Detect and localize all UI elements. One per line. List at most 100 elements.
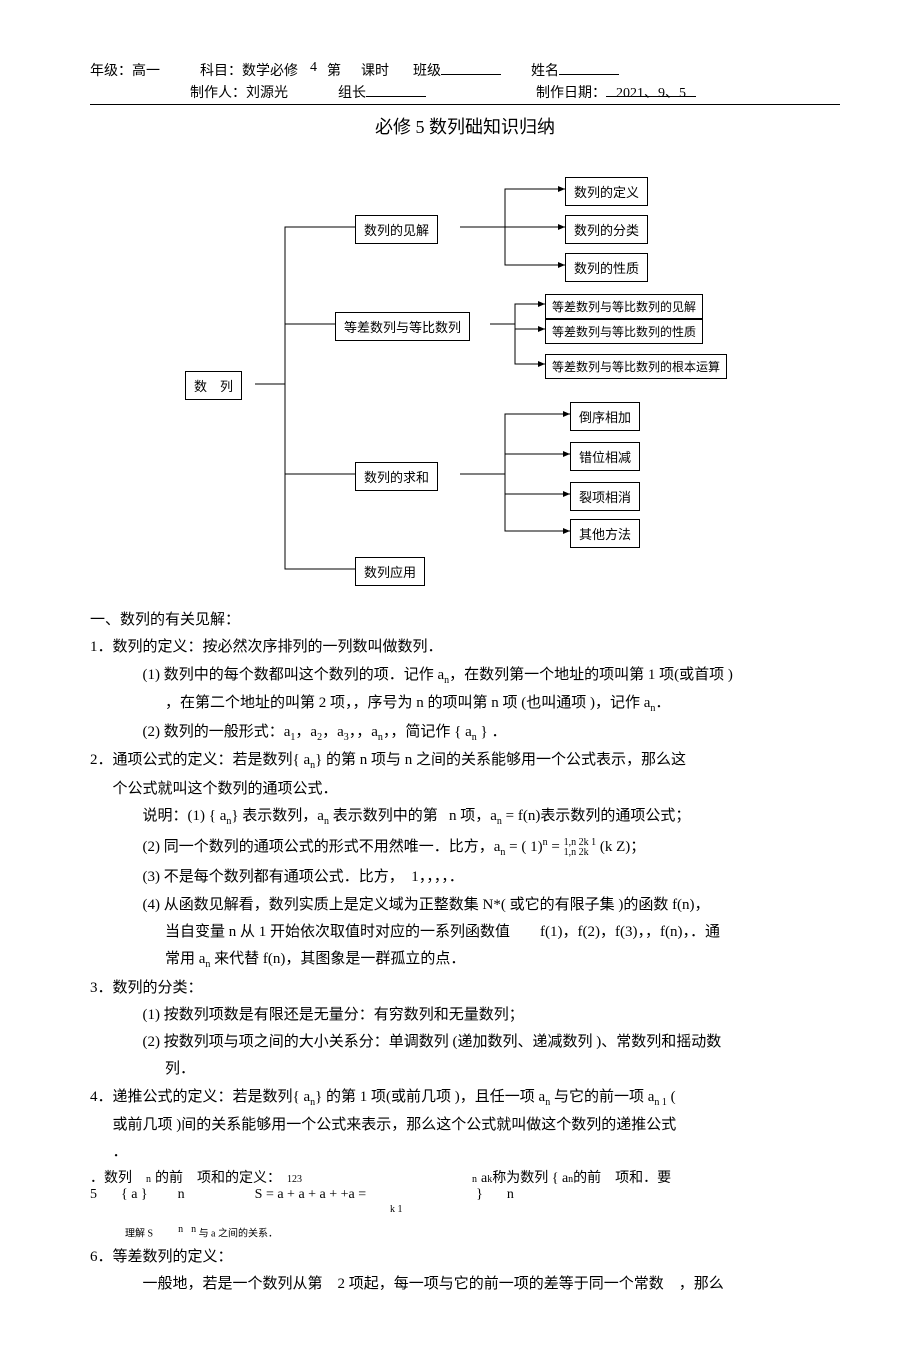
p2-desc4b: 当自变量 n 从 1 开始依次取值时对应的一系列函数值 f(1)，f(2)，f(… [90,921,840,944]
p2d2bot: 1,n 2k [564,848,597,858]
p1-1c: ，在第二个地址的叫第 2 项，，序号为 n 的项叫第 n 项 (也叫通项 )，记… [90,692,840,717]
p1-2d: ，，a [349,724,378,740]
p2d4d: 来代替 f(n)，其图象是一群孤立的点． [210,951,465,967]
node-l2-4: 数列应用 [355,557,425,586]
node-c3: 裂项相消 [570,482,640,511]
name-label: 姓名 [531,60,559,80]
subject: 科目：数学必修 [200,60,298,80]
p5f: 的前 [573,1171,601,1188]
p2d1d: n 项，a [449,808,497,824]
p5ub: 与 a 之间的关系． [199,1228,278,1239]
four: 4 [310,60,317,80]
header-row-2: 制作人：刘源光 组长 制作日期： 2021、9、5 [90,82,840,102]
p4e: 或前几项 )间的关系能够用一个公式来表示，那么这个公式就叫做这个数列的递推公式 [90,1114,840,1137]
p5b: 的前 [155,1171,183,1188]
author: 制作人：刘源光 [190,82,288,102]
p5-sum: S = a + a + a + +a = [255,1187,367,1204]
p4a: 4．递推公式的定义：若是数列{ a [90,1089,310,1105]
leader-blank [366,82,426,97]
p2-desc4a: (4) 从函数见解看，数列实质上是定义域为正整数集 N*( 或它的有限子集 )的… [90,894,840,917]
p5-k1: k 1 [390,1204,403,1216]
p2-desc2: (2) 同一个数列的通项公式的形式不用然唯一．比方，an = ( 1)n = 1… [90,833,840,862]
p5a: ．数列 [90,1171,132,1188]
p5-n2: n [507,1187,514,1204]
p1-2f: } ． [477,724,507,740]
p6b: 一般地，若是一个数列从第 2 项起，每一项与它的前一项的差等于同一个常数 ，那么 [90,1273,840,1296]
p2d4c: 常用 a [165,951,205,967]
p5-n: n [178,1187,185,1204]
p5-5: 5 [90,1187,97,1204]
p5c: 项和的定义： [197,1171,281,1188]
p1-1: (1) 数列中的每个数都叫这个数列的项．记作 an，在数列第一个地址的项叫第 1… [90,664,840,689]
date-label: 制作日期： [536,82,606,102]
class-blank [441,60,501,75]
header-row-1: 年级：高一 科目：数学必修 4 第 课时 班级 姓名 [90,60,840,80]
node-c2: 错位相减 [570,442,640,471]
p6: 6．等差数列的定义： [90,1246,840,1269]
leader-label: 组长 [338,82,366,102]
p1-2a: (2) 数列的一般形式：a [143,724,291,740]
node-c1: 倒序相加 [570,402,640,431]
p5-brace: } [476,1187,483,1204]
node-l2-3: 数列的求和 [355,462,438,491]
p3: 3．数列的分类： [90,977,840,1000]
node-a2: 数列的分类 [565,215,648,244]
node-a3: 数列的性质 [565,253,648,282]
node-b2: 等差数列与等比数列的性质 [545,319,703,344]
p1-2b: ，a [295,724,317,740]
p3-2b: 列． [90,1058,840,1081]
p2a: 2．通项公式的定义：若是数列{ a [90,752,310,768]
p1-1b: ，在数列第一个地址的项叫第 1 项(或首项 ) [449,667,733,683]
p2d2c: = [548,839,564,855]
p2d2b: = ( 1) [505,839,542,855]
p5-set: { a } [121,1187,148,1204]
node-b1: 等差数列与等比数列的见解 [545,294,703,319]
p2d1e: = f(n)表示数列的通项公式； [502,808,690,824]
p1-2c: ，a [322,724,344,740]
p2c: 个公式就叫这个数列的通项公式． [90,778,840,801]
class-label: 班级 [413,60,441,80]
p4d: ( [667,1089,676,1105]
p2d2d: (k Z)； [600,839,645,855]
di: 第 [327,60,341,80]
p2d1b: } 表示数列，a [231,808,324,824]
p4c: 与它的前一项 a [550,1089,654,1105]
node-c4: 其他方法 [570,519,640,548]
p1: 1．数列的定义：按必然次序排列的一列数叫做数列． [90,636,840,659]
node-l2-2: 等差数列与等比数列 [335,312,470,341]
page-title: 必修 5 数列础知识归纳 [90,113,840,139]
p5-sub-nn: n [472,1174,477,1186]
p2-desc1: 说明：(1) { an} 表示数列，an 表示数列中的第 n 项，an = f(… [90,805,840,830]
node-b3: 等差数列与等比数列的根本运算 [545,354,727,379]
body-text: 一、数列的有关见解： 1．数列的定义：按必然次序排列的一列数叫做数列． (1) … [90,609,840,1296]
p3-1: (1) 按数列项数是有限还是无量分：有穷数列和无量数列； [90,1004,840,1027]
header-divider [90,104,840,105]
p5-sub-n1: n [146,1174,151,1186]
p2-desc4c: 常用 an 来代替 f(n)，其图象是一群孤立的点． [90,948,840,973]
node-l2-1: 数列的见解 [355,215,438,244]
keshi: 课时 [361,60,389,80]
p2: 2．通项公式的定义：若是数列{ an} 的第 n 项与 n 之间的关系能够用一个… [90,749,840,774]
p5g: 项和．要 [615,1171,671,1188]
name-blank [559,60,619,75]
p2-desc3: (3) 不是每个数列都有通项公式．比方， 1，，，，． [90,866,840,889]
p1-1d: ． [655,695,670,711]
concept-diagram: 数 列 数列的见解 等差数列与等比数列 数列的求和 数列应用 数列的定义 数列的… [185,159,745,589]
p1-1a: (1) 数列中的每个数都叫这个数列的项．记作 a [143,667,445,683]
p1-2: (2) 数列的一般形式：a1，a2，a3，，an，，简记作 { an } ． [90,721,840,746]
p1-2e: ，，简记作 { a [383,724,472,740]
p5: ．数列 n 的前 项和的定义： 123 n ak 称为数列 { an 的前 项和… [90,1171,840,1217]
p2d2a: (2) 同一个数列的通项公式的形式不用然唯一．比方，a [143,839,501,855]
date-value: 2021、9、5 [606,82,696,97]
node-root: 数 列 [185,371,242,400]
p4f: ． [90,1141,840,1164]
p5-sub123: 123 [287,1174,302,1186]
section1-title: 一、数列的有关见解： [90,609,840,632]
p2d1c: 表示数列中的第 [329,808,438,824]
p1-1c-text: ，在第二个地址的叫第 2 项，，序号为 n 的项叫第 n 项 (也叫通项 )，记… [165,695,650,711]
p5ua: 理解 S [125,1228,153,1239]
grade: 年级：高一 [90,60,160,80]
p4b: } 的第 1 项(或前几项 )，且任一项 a [315,1089,545,1105]
p2d1a: 说明：(1) { a [143,808,227,824]
p5-understand: 理解 S nn 与 a 之间的关系． [90,1222,840,1242]
